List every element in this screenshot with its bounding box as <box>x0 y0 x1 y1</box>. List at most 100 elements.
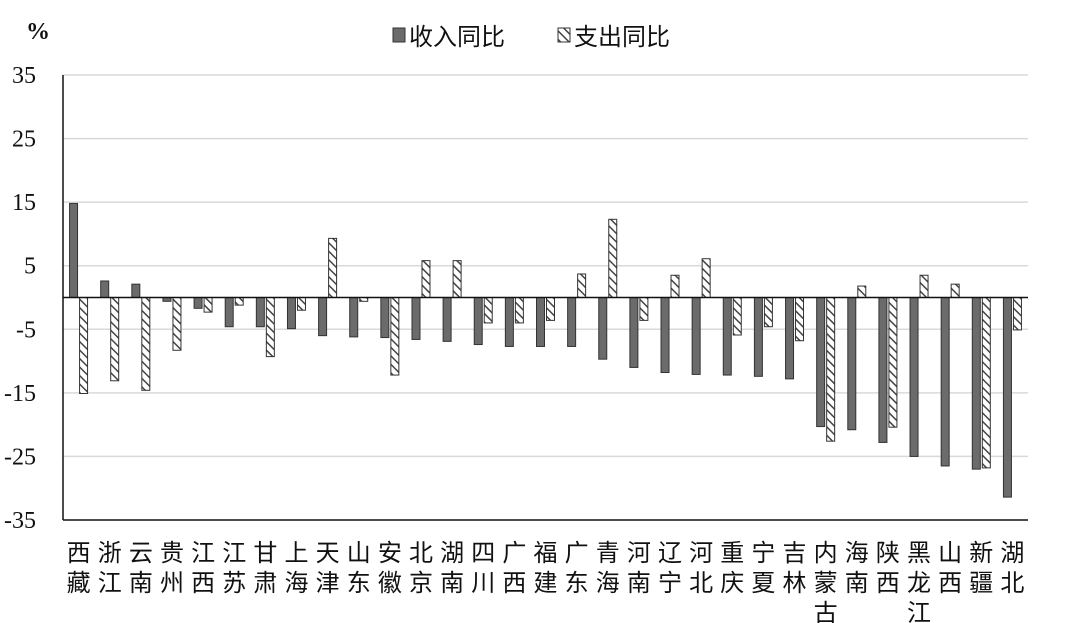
bar-income <box>100 280 110 299</box>
category-label-char: 西 <box>191 569 215 597</box>
category-label: 内蒙古 <box>814 539 838 623</box>
legend-label-expenditure: 支出同比 <box>574 23 670 51</box>
bar-income <box>442 297 452 342</box>
bar-income <box>1002 297 1012 498</box>
category-label-char: 山 <box>347 539 371 567</box>
category-label-char: 浙 <box>98 539 122 567</box>
category-label: 河南 <box>627 539 651 597</box>
category-label-char: 福 <box>534 539 558 567</box>
category-label: 重庆 <box>720 539 744 597</box>
category-label-char: 甘 <box>253 539 277 567</box>
bar-income <box>349 297 359 338</box>
bar-expenditure <box>546 297 555 321</box>
category-label-char: 海 <box>596 569 620 597</box>
bar-expenditure <box>763 297 773 328</box>
bar-income <box>722 297 732 376</box>
legend: 收入同比 支出同比 <box>392 23 670 51</box>
category-label-char: 青 <box>596 539 620 567</box>
bar-expenditure <box>577 273 587 299</box>
category-label-char: 宁 <box>658 569 682 597</box>
category-label-char: 徽 <box>378 569 402 597</box>
bar-income <box>380 297 390 339</box>
category-label: 山东 <box>347 539 371 597</box>
category-label-char: 夏 <box>751 569 775 597</box>
category-label-char: 西 <box>938 569 962 597</box>
bar-income <box>629 297 639 368</box>
bar-income <box>69 202 79 299</box>
category-label: 福建 <box>534 539 558 597</box>
bar-income <box>473 297 483 346</box>
category-label: 湖南 <box>440 539 464 597</box>
y-tick-label: -5 <box>16 317 36 343</box>
bar-expenditure <box>888 297 898 428</box>
category-label-char: 海 <box>284 569 308 597</box>
category-label-char: 北 <box>689 569 713 597</box>
bar-expenditure <box>1012 297 1022 331</box>
category-label: 甘肃 <box>253 539 277 597</box>
bar-income <box>131 283 141 298</box>
category-label-char: 北 <box>1000 569 1024 597</box>
category-label-char: 广 <box>565 539 589 567</box>
category-label-char: 湖 <box>1000 539 1024 567</box>
bar-expenditure <box>795 297 805 342</box>
bar-expenditure <box>172 297 182 351</box>
bar-income <box>940 297 950 467</box>
y-tick-label: -15 <box>4 381 36 407</box>
bar-expenditure <box>483 297 493 324</box>
category-label-char: 西 <box>876 569 900 597</box>
category-label-char: 南 <box>440 569 464 597</box>
bar-expenditure <box>296 297 306 311</box>
category-label: 云南 <box>129 539 153 597</box>
bar-income <box>567 297 577 347</box>
x-category-labels: 西藏浙江云南贵州江西江苏甘肃上海天津山东安徽北京湖南四川广西福建广东青海河南辽宁… <box>67 539 1025 623</box>
y-tick-label: 15 <box>12 190 36 216</box>
category-label-char: 上 <box>284 539 308 567</box>
bar-expenditure <box>608 218 618 298</box>
category-label-char: 陕 <box>876 539 900 567</box>
bar-expenditure <box>857 285 867 298</box>
category-label-char: 西 <box>502 569 526 597</box>
category-label: 天津 <box>316 539 340 597</box>
category-label-char: 林 <box>783 569 807 597</box>
category-label-char: 疆 <box>969 569 993 597</box>
bar-expenditure <box>110 297 120 382</box>
bar-income <box>193 297 203 309</box>
category-label: 辽宁 <box>658 539 682 597</box>
category-label-char: 南 <box>845 569 869 597</box>
bar-expenditure <box>141 297 151 391</box>
category-label: 新疆 <box>969 539 993 597</box>
bar-expenditure <box>265 297 275 358</box>
category-label-char: 广 <box>502 539 526 567</box>
bar-expenditure <box>421 260 431 298</box>
category-label-char: 北 <box>409 539 433 567</box>
bar-expenditure <box>732 297 742 336</box>
category-label: 西藏 <box>67 539 91 597</box>
legend-swatch-income <box>392 27 406 43</box>
category-label: 青海 <box>596 539 620 597</box>
category-label-char: 湖 <box>440 539 464 567</box>
bar-expenditure <box>639 297 649 321</box>
category-label: 陕西 <box>876 539 900 597</box>
category-label-char: 海 <box>845 539 869 567</box>
category-label: 吉林 <box>783 539 807 597</box>
bar-expenditure <box>203 297 213 313</box>
gridlines <box>63 74 1028 458</box>
category-label-char: 庆 <box>720 569 744 597</box>
bar-expenditure <box>701 258 711 299</box>
bar-expenditure <box>452 260 462 298</box>
category-label-char: 建 <box>534 569 558 597</box>
category-label-char: 河 <box>627 539 651 567</box>
axes <box>62 75 1028 521</box>
y-tick-label: 35 <box>12 63 36 89</box>
category-label-char: 西 <box>67 539 91 567</box>
y-tick-label: -35 <box>4 508 36 534</box>
bar-expenditure <box>79 297 89 394</box>
category-label: 宁夏 <box>751 539 775 597</box>
y-tick-label: 5 <box>24 254 36 280</box>
category-label-char: 东 <box>347 569 371 597</box>
category-label-char: 山 <box>938 539 962 567</box>
category-label-char: 津 <box>316 569 340 597</box>
category-label-char: 古 <box>814 599 838 623</box>
bar-income <box>318 297 328 337</box>
